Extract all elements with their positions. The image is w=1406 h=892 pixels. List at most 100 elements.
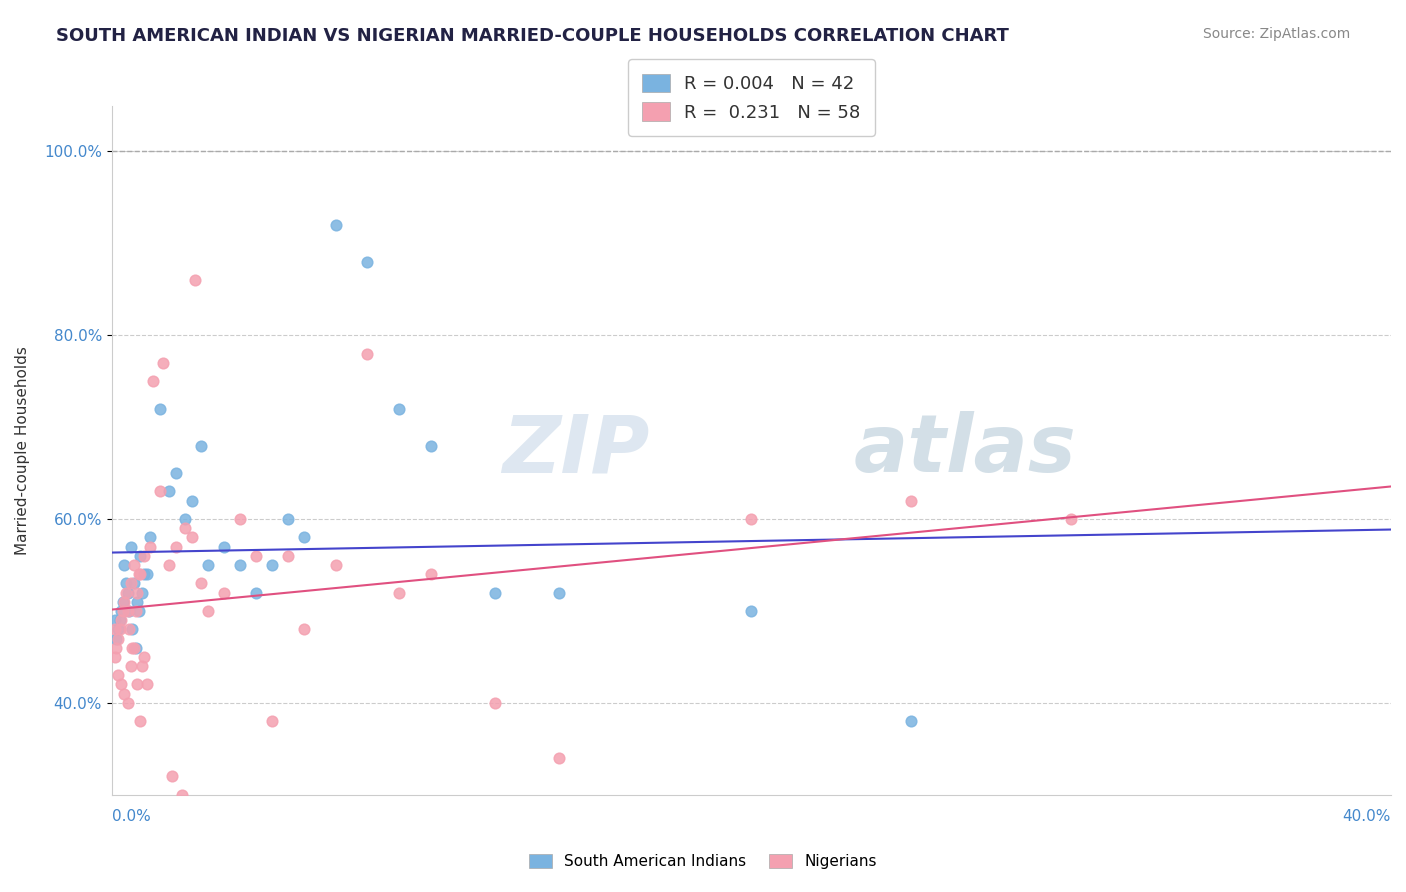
Point: [122, 576, 145, 591]
Point: [388, 401, 411, 416]
Point: [132, 649, 155, 664]
Point: [107, 632, 129, 646]
Point: [107, 623, 129, 637]
Text: Source: ZipAtlas.com: Source: ZipAtlas.com: [1202, 27, 1350, 41]
Point: [124, 604, 146, 618]
Point: [245, 585, 267, 599]
Point: [277, 512, 299, 526]
Point: [129, 714, 152, 729]
Point: [122, 640, 145, 655]
Point: [139, 540, 162, 554]
Point: [157, 558, 180, 572]
Point: [420, 438, 443, 452]
Point: [118, 623, 141, 637]
Point: [548, 585, 571, 599]
Point: [105, 640, 128, 655]
Point: [115, 576, 138, 591]
Point: [121, 640, 143, 655]
Point: [190, 438, 212, 452]
Point: [900, 714, 922, 729]
Point: [111, 595, 134, 609]
Point: [484, 585, 506, 599]
Point: [108, 623, 131, 637]
Point: [180, 493, 202, 508]
Point: [174, 512, 197, 526]
Point: [190, 576, 212, 591]
Point: [197, 604, 219, 618]
Point: [127, 677, 149, 691]
Point: [120, 540, 142, 554]
Point: [111, 604, 134, 618]
Point: [110, 604, 132, 618]
Point: [129, 549, 152, 563]
Point: [120, 576, 142, 591]
Text: ZIP: ZIP: [502, 411, 650, 489]
Point: [740, 604, 762, 618]
Point: [128, 604, 150, 618]
Point: [132, 567, 155, 582]
Point: [135, 567, 157, 582]
Point: [245, 549, 267, 563]
Point: [260, 714, 283, 729]
Point: [900, 493, 922, 508]
Point: [180, 531, 202, 545]
Point: [104, 613, 127, 627]
Point: [1060, 512, 1083, 526]
Point: [260, 558, 283, 572]
Point: [149, 401, 172, 416]
Point: [197, 558, 219, 572]
Point: [484, 696, 506, 710]
Text: 40.0%: 40.0%: [1343, 808, 1391, 823]
Point: [104, 623, 127, 637]
Point: [112, 687, 135, 701]
Point: [142, 374, 165, 388]
Point: [128, 567, 150, 582]
Legend: R = 0.004   N = 42, R =  0.231   N = 58: R = 0.004 N = 42, R = 0.231 N = 58: [628, 60, 875, 136]
Point: [112, 595, 135, 609]
Point: [356, 254, 378, 268]
Point: [420, 567, 443, 582]
Point: [212, 540, 235, 554]
Y-axis label: Married-couple Households: Married-couple Households: [15, 346, 30, 555]
Point: [115, 585, 138, 599]
Point: [117, 696, 139, 710]
Point: [139, 531, 162, 545]
Point: [325, 218, 347, 232]
Point: [124, 640, 146, 655]
Point: [131, 659, 153, 673]
Point: [212, 585, 235, 599]
Point: [740, 512, 762, 526]
Point: [122, 558, 145, 572]
Point: [129, 567, 152, 582]
Point: [132, 549, 155, 563]
Point: [120, 659, 142, 673]
Point: [127, 585, 149, 599]
Point: [112, 558, 135, 572]
Legend: South American Indians, Nigerians: South American Indians, Nigerians: [523, 848, 883, 875]
Text: 0.0%: 0.0%: [111, 808, 150, 823]
Point: [135, 677, 157, 691]
Point: [388, 585, 411, 599]
Point: [228, 512, 250, 526]
Point: [292, 531, 315, 545]
Point: [184, 273, 207, 287]
Point: [110, 613, 132, 627]
Point: [118, 604, 141, 618]
Text: atlas: atlas: [853, 411, 1077, 489]
Point: [170, 788, 193, 802]
Point: [121, 623, 143, 637]
Point: [117, 604, 139, 618]
Point: [548, 751, 571, 765]
Point: [117, 585, 139, 599]
Point: [228, 558, 250, 572]
Point: [131, 585, 153, 599]
Point: [104, 649, 127, 664]
Point: [277, 549, 299, 563]
Point: [149, 484, 172, 499]
Point: [165, 466, 187, 480]
Point: [162, 769, 184, 783]
Point: [325, 558, 347, 572]
Point: [152, 356, 174, 370]
Point: [356, 346, 378, 360]
Point: [110, 677, 132, 691]
